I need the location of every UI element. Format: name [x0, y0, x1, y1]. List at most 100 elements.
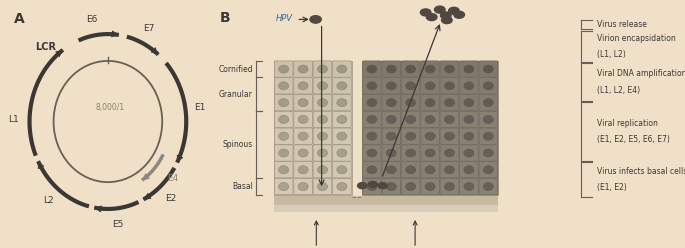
FancyBboxPatch shape: [362, 145, 382, 161]
FancyBboxPatch shape: [460, 61, 478, 77]
Text: HPV: HPV: [276, 14, 293, 23]
Ellipse shape: [483, 149, 493, 157]
FancyBboxPatch shape: [382, 162, 401, 178]
Ellipse shape: [298, 183, 308, 191]
Ellipse shape: [317, 115, 327, 124]
FancyBboxPatch shape: [460, 178, 478, 195]
FancyBboxPatch shape: [362, 162, 382, 178]
Text: L2: L2: [43, 196, 53, 206]
Ellipse shape: [298, 99, 308, 107]
FancyBboxPatch shape: [421, 128, 440, 144]
Bar: [274, 205, 498, 213]
Text: Normal cell: Normal cell: [292, 221, 340, 248]
FancyBboxPatch shape: [460, 111, 478, 127]
FancyBboxPatch shape: [421, 162, 440, 178]
FancyBboxPatch shape: [421, 145, 440, 161]
Ellipse shape: [464, 183, 474, 191]
Text: Infected cell: Infected cell: [389, 221, 441, 248]
FancyBboxPatch shape: [401, 111, 420, 127]
Ellipse shape: [367, 132, 377, 140]
Text: Virion encapsidation: Virion encapsidation: [597, 34, 675, 43]
Text: (E1, E2): (E1, E2): [597, 184, 627, 192]
FancyBboxPatch shape: [274, 178, 293, 195]
Ellipse shape: [425, 149, 435, 157]
Ellipse shape: [367, 149, 377, 157]
FancyBboxPatch shape: [479, 178, 497, 195]
Text: Spinous: Spinous: [223, 140, 253, 149]
Ellipse shape: [279, 149, 289, 157]
Ellipse shape: [279, 65, 289, 73]
Ellipse shape: [337, 82, 347, 90]
FancyBboxPatch shape: [274, 111, 293, 127]
Text: E2: E2: [165, 194, 176, 203]
FancyBboxPatch shape: [421, 178, 440, 195]
Ellipse shape: [483, 115, 493, 124]
Ellipse shape: [406, 149, 416, 157]
FancyBboxPatch shape: [401, 145, 420, 161]
FancyBboxPatch shape: [294, 78, 312, 94]
FancyBboxPatch shape: [440, 128, 459, 144]
Ellipse shape: [367, 115, 377, 124]
FancyBboxPatch shape: [479, 111, 497, 127]
FancyBboxPatch shape: [362, 61, 382, 77]
Ellipse shape: [406, 166, 416, 174]
Ellipse shape: [298, 149, 308, 157]
FancyBboxPatch shape: [274, 162, 293, 178]
Circle shape: [434, 6, 445, 13]
FancyBboxPatch shape: [332, 94, 351, 111]
Ellipse shape: [298, 65, 308, 73]
FancyBboxPatch shape: [440, 145, 459, 161]
Ellipse shape: [425, 65, 435, 73]
FancyBboxPatch shape: [332, 145, 351, 161]
FancyBboxPatch shape: [479, 61, 497, 77]
FancyBboxPatch shape: [401, 78, 420, 94]
Text: Virus infects basal cells: Virus infects basal cells: [597, 167, 685, 176]
FancyBboxPatch shape: [382, 78, 401, 94]
FancyBboxPatch shape: [382, 128, 401, 144]
Ellipse shape: [367, 65, 377, 73]
Ellipse shape: [445, 115, 455, 124]
Text: 8,000/1: 8,000/1: [95, 103, 125, 112]
Text: Viral replication: Viral replication: [597, 119, 658, 128]
Circle shape: [421, 9, 431, 16]
FancyBboxPatch shape: [479, 145, 497, 161]
Ellipse shape: [317, 99, 327, 107]
FancyBboxPatch shape: [382, 145, 401, 161]
Text: LCR: LCR: [35, 41, 55, 52]
Ellipse shape: [483, 82, 493, 90]
FancyBboxPatch shape: [479, 128, 497, 144]
Ellipse shape: [464, 166, 474, 174]
Ellipse shape: [406, 132, 416, 140]
FancyBboxPatch shape: [313, 162, 332, 178]
FancyBboxPatch shape: [274, 61, 293, 77]
FancyBboxPatch shape: [479, 94, 497, 111]
Ellipse shape: [317, 82, 327, 90]
Text: (L1, L2, E4): (L1, L2, E4): [597, 86, 640, 94]
Ellipse shape: [464, 115, 474, 124]
Ellipse shape: [406, 82, 416, 90]
FancyBboxPatch shape: [382, 111, 401, 127]
FancyBboxPatch shape: [332, 61, 351, 77]
Ellipse shape: [317, 132, 327, 140]
Ellipse shape: [298, 82, 308, 90]
FancyBboxPatch shape: [332, 111, 351, 127]
Ellipse shape: [298, 115, 308, 124]
FancyBboxPatch shape: [294, 111, 312, 127]
FancyBboxPatch shape: [440, 94, 459, 111]
Circle shape: [442, 17, 452, 24]
FancyBboxPatch shape: [479, 78, 497, 94]
FancyBboxPatch shape: [313, 128, 332, 144]
Ellipse shape: [406, 99, 416, 107]
Ellipse shape: [367, 183, 377, 191]
FancyBboxPatch shape: [313, 178, 332, 195]
FancyBboxPatch shape: [460, 128, 478, 144]
Text: E7: E7: [142, 24, 154, 33]
FancyBboxPatch shape: [313, 94, 332, 111]
Ellipse shape: [445, 65, 455, 73]
Ellipse shape: [386, 149, 397, 157]
Bar: [274, 61, 351, 195]
FancyBboxPatch shape: [479, 162, 497, 178]
Ellipse shape: [337, 65, 347, 73]
FancyBboxPatch shape: [274, 128, 293, 144]
Ellipse shape: [279, 183, 289, 191]
